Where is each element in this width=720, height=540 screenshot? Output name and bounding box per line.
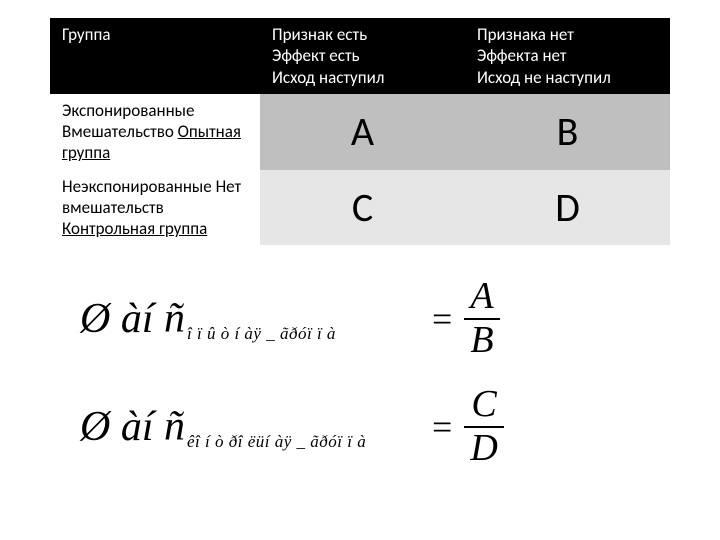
formula-lhs-sub: êî í ò ðî ëüí àÿ _ ãðóï ï à bbox=[185, 432, 366, 452]
equals-sign: = bbox=[420, 298, 464, 340]
fraction-c-over-d: C D bbox=[464, 385, 503, 469]
cell-c: C bbox=[260, 170, 465, 246]
formula-lhs-sub: î ï û ò í àÿ _ ãðóï ï à bbox=[185, 324, 336, 344]
col-header-present: Признак есть Эффект есть Исход наступил bbox=[260, 18, 465, 94]
contingency-table: Группа Признак есть Эффект есть Исход на… bbox=[50, 18, 670, 245]
table-row: Неэкспонированные Нет вмешательств Контр… bbox=[50, 170, 670, 246]
col-header-absent: Признака нет Эффекта нет Исход не наступ… bbox=[465, 18, 670, 94]
equals-sign: = bbox=[420, 406, 464, 448]
cell-a: A bbox=[260, 94, 465, 170]
row-header-exposed: Экспонированные Вмешательство Опытная гр… bbox=[50, 94, 260, 170]
formula-odds-experimental: Ø àí ñ î ï û ò í àÿ _ ãðóï ï à = A B bbox=[80, 277, 670, 361]
formula-lhs-main: Ø àí ñ bbox=[80, 406, 185, 448]
fraction-a-over-b: A B bbox=[464, 277, 499, 361]
cell-d: D bbox=[465, 170, 670, 246]
formula-odds-control: Ø àí ñ êî í ò ðî ëüí àÿ _ ãðóï ï à = C D bbox=[80, 385, 670, 469]
table-header-row: Группа Признак есть Эффект есть Исход на… bbox=[50, 18, 670, 94]
row-header-unexposed: Неэкспонированные Нет вмешательств Контр… bbox=[50, 170, 260, 246]
formula-lhs-main: Ø àí ñ bbox=[80, 298, 185, 340]
cell-b: B bbox=[465, 94, 670, 170]
table-row: Экспонированные Вмешательство Опытная гр… bbox=[50, 94, 670, 170]
formulas-block: Ø àí ñ î ï û ò í àÿ _ ãðóï ï à = A B Ø à… bbox=[50, 277, 670, 469]
col-header-group: Группа bbox=[50, 18, 260, 94]
